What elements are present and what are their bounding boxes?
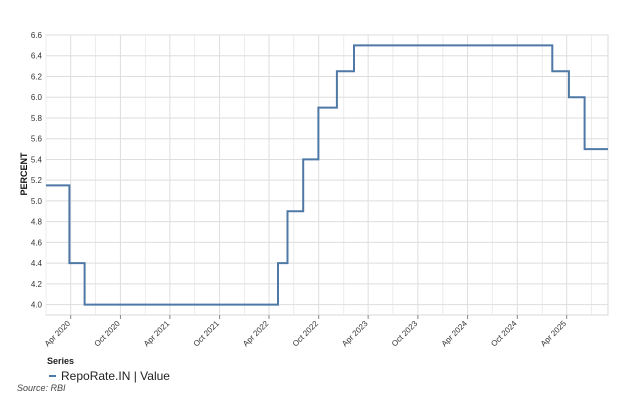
legend-title: Series	[47, 356, 75, 366]
y-tick-label: 5.8	[31, 114, 43, 123]
y-tick-label: 5.0	[31, 197, 43, 206]
legend-label: RepoRate.IN | Value	[61, 369, 170, 383]
y-axis-label: PERCENT	[19, 152, 29, 196]
chart: 4.0 4.2 4.4 4.6 4.8 5.0 5.2 5.4 5.6 5.8 6.0 6.2 6.4 6…	[19, 31, 609, 348]
y-axis-ticks: 4.0 4.2 4.4 4.6 4.8 5.0 5.2 5.4 5.6 5.8 6.0 6.2 6.4 6…	[31, 31, 43, 310]
y-tick-label: 4.6	[31, 238, 43, 247]
x-axis-ticks: Apr 2020 Oct 2020 Apr 2021 Oct 2021 Apr 2022…	[43, 315, 569, 348]
y-tick-label: 5.2	[31, 176, 43, 185]
series-line-0	[46, 44, 608, 306]
legend-item[interactable]: RepoRate.IN | Value	[49, 369, 170, 383]
x-tick-label: Oct 2021	[192, 319, 222, 349]
x-tick-label: Apr 2024	[440, 319, 470, 349]
y-tick-label: 5.6	[31, 135, 43, 144]
y-tick-label: 6.6	[31, 31, 43, 40]
source-note: Source: RBI	[17, 383, 66, 393]
y-tick-label: 5.4	[31, 155, 43, 164]
grid	[45, 34, 609, 316]
legend-swatch	[49, 375, 56, 377]
y-tick-label: 4.4	[31, 259, 43, 268]
x-tick-label: Apr 2023	[340, 319, 370, 349]
x-tick-label: Oct 2020	[93, 319, 123, 349]
series-group	[46, 44, 608, 306]
y-tick-label: 4.8	[31, 218, 43, 227]
y-tick-label: 6.2	[31, 72, 43, 81]
x-tick-label: Oct 2024	[489, 319, 519, 349]
x-tick-label: Oct 2023	[390, 319, 420, 349]
plot-frame	[45, 34, 609, 316]
y-tick-label: 6.0	[31, 93, 43, 102]
x-tick-label: Apr 2021	[142, 319, 172, 349]
y-tick-label: 4.2	[31, 280, 43, 289]
x-tick-label: Apr 2025	[539, 319, 569, 349]
legend: Series RepoRate.IN | Value	[47, 356, 170, 383]
y-tick-label: 6.4	[31, 52, 43, 61]
x-tick-label: Apr 2020	[43, 319, 73, 349]
x-tick-label: Oct 2022	[291, 319, 321, 349]
y-tick-label: 4.0	[31, 301, 43, 310]
x-tick-label: Apr 2022	[241, 319, 271, 349]
